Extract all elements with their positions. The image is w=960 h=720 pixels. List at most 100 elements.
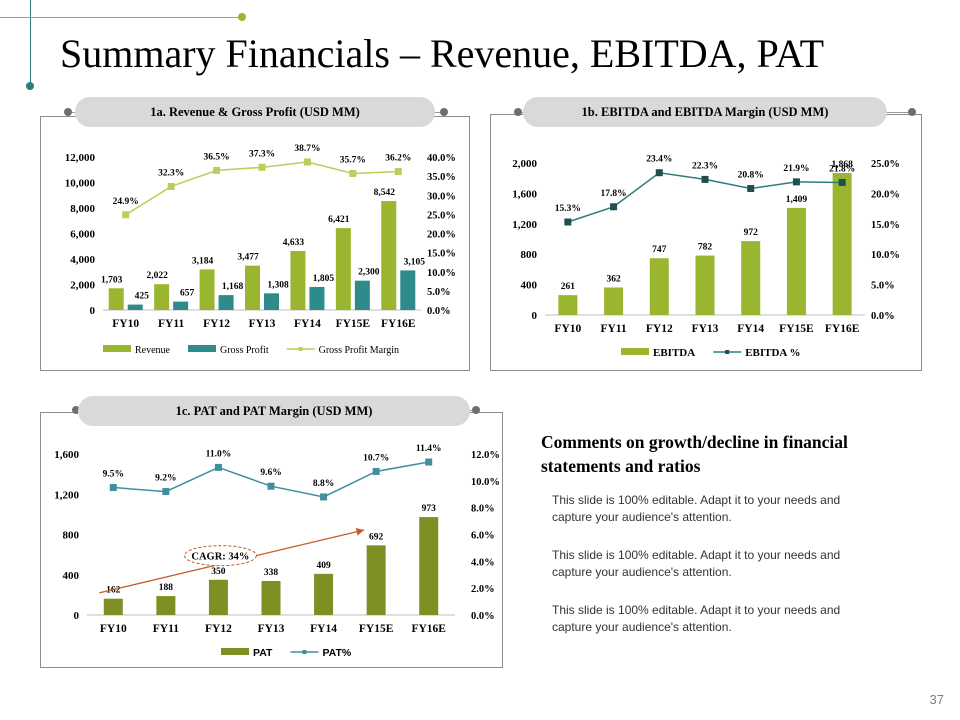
x-tick-label: FY10 — [100, 623, 127, 635]
legend-swatch — [188, 345, 216, 352]
x-tick-label: FY14 — [737, 323, 764, 335]
bar-data-label: 1,308 — [267, 280, 289, 290]
y-tick-label: 1,200 — [512, 219, 537, 231]
y2-tick-label: 4.0% — [471, 557, 495, 568]
bar — [419, 517, 439, 615]
bar — [290, 250, 306, 310]
ebitda-chart: 0 400 800 1,200 1,600 2,000 0.0% 5.0% 10.0% 15.0%… — [512, 155, 900, 359]
bar-data-label: 8,542 — [374, 188, 396, 198]
y2-tick-label: 20.0% — [871, 189, 900, 200]
x-tick-label: FY12 — [205, 623, 232, 635]
line-data-label: 22.3% — [692, 161, 718, 171]
bar-data-label: 973 — [422, 504, 437, 514]
bar-data-label: 3,477 — [237, 253, 259, 263]
x-tick-label: FY16E — [411, 623, 446, 635]
line-data-label: 24.9% — [113, 197, 139, 207]
line-marker — [109, 484, 117, 492]
bar-data-label: 1,805 — [313, 274, 335, 284]
legend-label: EBITDA — [653, 347, 695, 359]
y2-tick-label: 12.0% — [471, 450, 500, 461]
legend-label: PAT% — [322, 647, 351, 659]
bar — [741, 241, 761, 315]
bar — [366, 545, 386, 615]
x-tick-label: FY15E — [779, 323, 814, 335]
bar — [245, 265, 260, 310]
bar-data-label: 782 — [698, 243, 713, 253]
legend-swatch-marker — [298, 347, 303, 351]
y-tick-label: 0 — [90, 305, 96, 317]
x-tick-label: FY14 — [310, 623, 337, 635]
bar — [127, 304, 143, 310]
decorative-vertical-line — [30, 0, 31, 84]
line-data-label: 36.5% — [204, 152, 230, 162]
line-marker — [349, 169, 357, 177]
x-tick-label: FY12 — [646, 323, 673, 335]
y2-tick-label: 5.0% — [871, 281, 895, 292]
revenue-chart: 0 2,000 4,000 6,000 8,000 10,000 12,000 0.0% 5.0… — [65, 144, 456, 356]
y-tick-label: 4,000 — [70, 254, 95, 266]
x-tick-label: FY16E — [381, 318, 416, 330]
page-title: Summary Financials – Revenue, EBITDA, PA… — [60, 31, 825, 76]
bar-data-label: 350 — [211, 567, 226, 577]
bar-data-label: 409 — [316, 561, 331, 571]
line-marker — [303, 158, 311, 166]
legend-label: EBITDA % — [745, 347, 800, 359]
line-marker — [258, 163, 266, 171]
bar — [832, 173, 852, 315]
y2-tick-label: 20.0% — [427, 230, 456, 241]
legend-swatch — [221, 648, 249, 655]
page-number: 37 — [929, 692, 944, 707]
label-dot — [72, 406, 80, 414]
bar-data-label: 4,633 — [283, 238, 305, 248]
line-data-label: 15.3% — [555, 204, 581, 214]
label-dot — [64, 108, 72, 116]
y2-tick-label: 10.0% — [871, 250, 900, 261]
line-data-label: 8.8% — [313, 479, 334, 489]
line-marker — [267, 482, 275, 490]
decorative-horizontal-line — [0, 17, 240, 18]
y2-tick-label: 6.0% — [471, 531, 495, 542]
bar-data-label: 692 — [369, 532, 384, 542]
y2-tick-label: 15.0% — [427, 249, 456, 260]
y-tick-label: 12,000 — [65, 152, 96, 164]
bar — [400, 270, 416, 310]
bar-data-label: 1,703 — [101, 275, 123, 285]
ebitda-chart-title: 1b. EBITDA and EBITDA Margin (USD MM) — [523, 97, 887, 127]
legend-swatch — [621, 348, 649, 355]
legend-swatch — [103, 345, 131, 352]
y2-tick-label: 35.0% — [427, 172, 456, 183]
bar-data-label: 2,022 — [146, 271, 168, 281]
y-tick-label: 400 — [63, 570, 80, 582]
legend-label: Gross Profit Margin — [319, 345, 399, 356]
line-marker — [320, 493, 328, 501]
y2-tick-label: 2.0% — [471, 584, 495, 595]
bar — [354, 280, 370, 310]
line-marker — [747, 185, 755, 193]
revenue-chart-panel: 0 2,000 4,000 6,000 8,000 10,000 12,000 0.0% 5.0… — [40, 116, 470, 371]
bar-data-label: 338 — [264, 568, 279, 578]
label-dot — [908, 108, 916, 116]
y-tick-label: 1,600 — [512, 188, 537, 200]
bar-data-label: 261 — [561, 282, 576, 292]
line-marker — [610, 203, 618, 211]
line-data-label: 32.3% — [158, 168, 184, 178]
bar-data-label: 1,868 — [831, 160, 853, 170]
x-tick-label: FY15E — [359, 623, 394, 635]
bar-data-label: 2,300 — [358, 268, 380, 278]
y-tick-label: 800 — [521, 249, 538, 261]
y-tick-label: 10,000 — [65, 178, 96, 190]
line-data-label: 9.2% — [155, 474, 176, 484]
bar-data-label: 362 — [606, 274, 621, 284]
x-tick-label: FY10 — [554, 323, 581, 335]
y-tick-label: 800 — [63, 530, 80, 542]
label-dot — [472, 406, 480, 414]
bar-data-label: 6,421 — [328, 215, 350, 225]
bar-data-label: 972 — [744, 228, 759, 238]
legend-swatch-marker — [302, 650, 307, 654]
line-data-label: 9.6% — [260, 468, 281, 478]
x-tick-label: FY13 — [258, 623, 285, 635]
comment-text: This slide is 100% editable. Adapt it to… — [552, 493, 841, 524]
line-marker — [394, 168, 402, 176]
line-marker — [425, 458, 433, 466]
line-marker — [655, 169, 663, 177]
